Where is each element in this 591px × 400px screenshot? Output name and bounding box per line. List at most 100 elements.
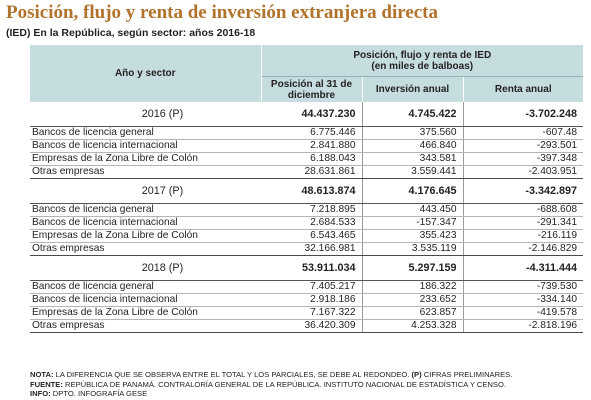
- year-investment: 4.745.422: [362, 102, 464, 127]
- sector-name: Otras empresas: [30, 242, 261, 256]
- investment-value: 3.535.119: [362, 242, 464, 256]
- sector-name: Empresas de la Zona Libre de Colón: [30, 152, 261, 166]
- table-row: Empresas de la Zona Libre de Colón 6.543…: [30, 229, 584, 243]
- note-preliminary-text: CIFRAS PRELIMINARES.: [421, 370, 513, 379]
- income-value: -334.140: [463, 293, 584, 307]
- sector-name: Bancos de licencia internacional: [30, 216, 261, 230]
- table-row: Otras empresas 28.631.861 3.559.441 -2.4…: [30, 165, 584, 179]
- investment-value: 355.423: [362, 229, 464, 243]
- income-value: -739.530: [463, 280, 584, 294]
- income-value: -216.119: [463, 229, 584, 243]
- year-position: 53.911.034: [261, 255, 363, 281]
- investment-value: -157.347: [362, 216, 464, 230]
- table-row: Otras empresas 36.420.309 4.253.328 -2.8…: [30, 319, 584, 333]
- header-position-line1: Posición al 31 de: [270, 78, 353, 90]
- table-row: Bancos de licencia internacional 2.918.1…: [30, 293, 584, 307]
- table-row: Bancos de licencia general 6.775.446 375…: [30, 126, 584, 140]
- footnotes: NOTA: LA DIFERENCIA QUE SE OBSERVA ENTRE…: [30, 370, 512, 399]
- income-value: -2.403.951: [463, 165, 584, 179]
- table-row: Otras empresas 32.166.981 3.535.119 -2.1…: [30, 242, 584, 256]
- position-value: 6.188.043: [261, 152, 363, 166]
- position-value: 28.631.861: [261, 165, 363, 179]
- sector-name: Empresas de la Zona Libre de Colón: [30, 306, 261, 320]
- header-group: Posición, flujo y renta de IED (en miles…: [261, 45, 584, 77]
- note-text: LA DIFERENCIA QUE SE OBSERVA ENTRE EL TO…: [53, 370, 412, 379]
- investment-value: 375.560: [362, 126, 464, 140]
- sector-name: Bancos de licencia general: [30, 126, 261, 140]
- year-label: 2016 (P): [30, 102, 261, 127]
- investment-value: 343.581: [362, 152, 464, 166]
- year-position: 44.437.230: [261, 102, 363, 127]
- ied-table: Año y sector Posición, flujo y renta de …: [30, 45, 584, 333]
- page-subtitle: (IED) En la República, según sector: año…: [6, 27, 256, 39]
- investment-value: 233.652: [362, 293, 464, 307]
- table-row: Bancos de licencia internacional 2.841.8…: [30, 139, 584, 153]
- header-investment: Inversión anual: [362, 76, 464, 102]
- header-position-line2: diciembre: [287, 89, 336, 101]
- sector-name: Otras empresas: [30, 319, 261, 333]
- year-income: -3.342.897: [463, 178, 584, 204]
- position-value: 7.405.217: [261, 280, 363, 294]
- year-income: -4.311.444: [463, 255, 584, 281]
- year-income: -3.702.248: [463, 102, 584, 127]
- position-value: 2.684.533: [261, 216, 363, 230]
- note-label: NOTA:: [30, 370, 54, 379]
- year-investment: 4.176.645: [362, 178, 464, 204]
- header-group-line1: Posición, flujo y renta de IED: [353, 49, 492, 61]
- source-label: FUENTE:: [30, 379, 63, 389]
- table-row: Empresas de la Zona Libre de Colón 7.167…: [30, 306, 584, 320]
- position-value: 32.166.981: [261, 242, 363, 256]
- table-row: Empresas de la Zona Libre de Colón 6.188…: [30, 152, 584, 166]
- sector-name: Otras empresas: [30, 165, 261, 179]
- table-body: 2016 (P) 44.437.230 4.745.422 -3.702.248…: [30, 102, 584, 333]
- source-text: REPÚBLICA DE PANAMÁ. CONTRALORÍA GENERAL…: [62, 379, 506, 389]
- table-row: Bancos de licencia general 7.405.217 186…: [30, 280, 584, 294]
- year-row-2018: 2018 (P) 53.911.034 5.297.159 -4.311.444: [30, 255, 584, 281]
- header-position: Posición al 31 de diciembre: [261, 76, 363, 102]
- note-preliminary-marker: (P): [411, 370, 422, 379]
- sector-name: Bancos de licencia internacional: [30, 293, 261, 307]
- position-value: 7.167.322: [261, 306, 363, 320]
- year-position: 48.613.874: [261, 178, 363, 204]
- sector-name: Empresas de la Zona Libre de Colón: [30, 229, 261, 243]
- position-value: 6.543.465: [261, 229, 363, 243]
- position-value: 7.218.895: [261, 203, 363, 217]
- investment-value: 466.840: [362, 139, 464, 153]
- year-row-2016: 2016 (P) 44.437.230 4.745.422 -3.702.248: [30, 102, 584, 127]
- sector-name: Bancos de licencia general: [30, 280, 261, 294]
- sector-name: Bancos de licencia internacional: [30, 139, 261, 153]
- table-row: Bancos de licencia internacional 2.684.5…: [30, 216, 584, 230]
- investment-value: 4.253.328: [362, 319, 464, 333]
- position-value: 2.841.880: [261, 139, 363, 153]
- income-value: -2.146.829: [463, 242, 584, 256]
- year-investment: 5.297.159: [362, 255, 464, 281]
- income-value: -2.818.196: [463, 319, 584, 333]
- position-value: 6.775.446: [261, 126, 363, 140]
- investment-value: 443.450: [362, 203, 464, 217]
- header-income: Renta anual: [463, 76, 584, 102]
- info-label: INFO:: [30, 389, 51, 398]
- income-value: -607.48: [463, 126, 584, 140]
- income-value: -419.578: [463, 306, 584, 320]
- year-row-2017: 2017 (P) 48.613.874 4.176.645 -3.342.897: [30, 178, 584, 204]
- page-title: Posición, flujo y renta de inversión ext…: [6, 2, 439, 23]
- investment-value: 623.857: [362, 306, 464, 320]
- income-value: -291.341: [463, 216, 584, 230]
- header-group-line2: (en miles de balboas): [371, 60, 474, 72]
- investment-value: 3.559.441: [362, 165, 464, 179]
- income-value: -397.348: [463, 152, 584, 166]
- info-text: DPTO. INFOGRAFÍA GESE: [50, 389, 148, 398]
- table-row: Bancos de licencia general 7.218.895 443…: [30, 203, 584, 217]
- income-value: -688.608: [463, 203, 584, 217]
- sector-name: Bancos de licencia general: [30, 203, 261, 217]
- income-value: -293.501: [463, 139, 584, 153]
- note-line: NOTA: LA DIFERENCIA QUE SE OBSERVA ENTRE…: [30, 370, 512, 380]
- source-line: FUENTE: REPÚBLICA DE PANAMÁ. CONTRALORÍA…: [30, 380, 512, 390]
- year-label: 2018 (P): [30, 255, 261, 281]
- info-line: INFO: DPTO. INFOGRAFÍA GESE: [30, 389, 512, 399]
- position-value: 2.918.186: [261, 293, 363, 307]
- position-value: 36.420.309: [261, 319, 363, 333]
- investment-value: 186.322: [362, 280, 464, 294]
- year-label: 2017 (P): [30, 178, 261, 204]
- header-year-sector: Año y sector: [30, 45, 262, 102]
